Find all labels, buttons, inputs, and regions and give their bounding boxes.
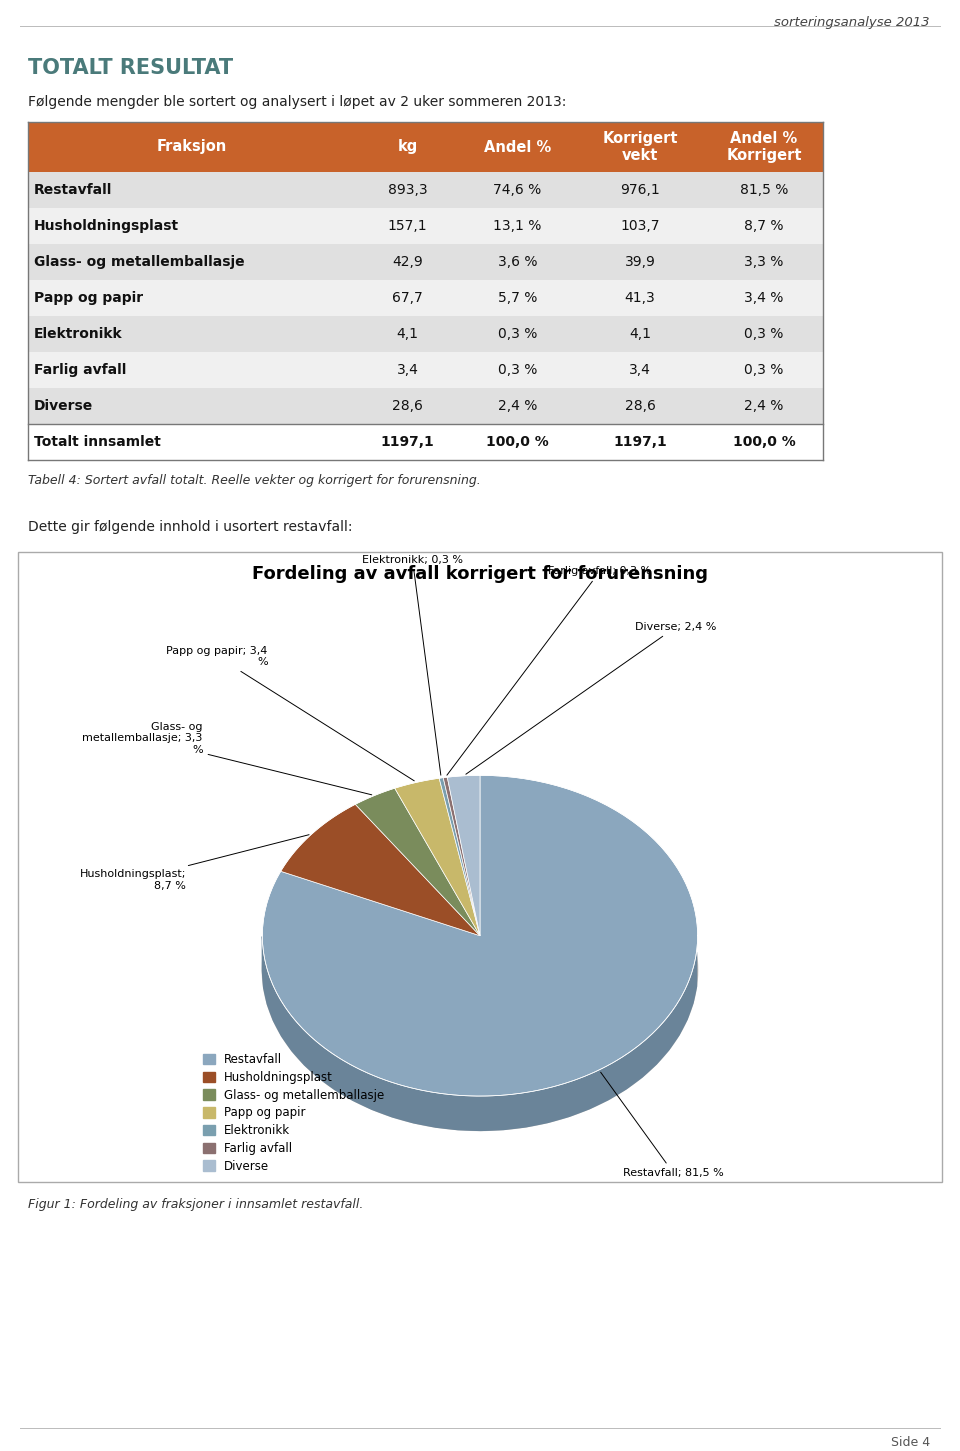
FancyBboxPatch shape bbox=[18, 551, 942, 1183]
Polygon shape bbox=[447, 775, 480, 936]
Text: sorteringsanalyse 2013: sorteringsanalyse 2013 bbox=[775, 16, 930, 29]
Text: 67,7: 67,7 bbox=[392, 292, 422, 305]
Text: 13,1 %: 13,1 % bbox=[493, 219, 541, 234]
FancyBboxPatch shape bbox=[28, 244, 823, 280]
Text: 893,3: 893,3 bbox=[388, 183, 427, 197]
Text: 28,6: 28,6 bbox=[625, 399, 656, 414]
Text: Totalt innsamlet: Totalt innsamlet bbox=[34, 435, 161, 448]
Text: 3,6 %: 3,6 % bbox=[497, 255, 538, 268]
Polygon shape bbox=[262, 775, 698, 1096]
Text: Diverse; 2,4 %: Diverse; 2,4 % bbox=[466, 622, 717, 775]
Polygon shape bbox=[439, 778, 480, 936]
Polygon shape bbox=[280, 804, 480, 936]
Polygon shape bbox=[444, 778, 480, 936]
Text: 0,3 %: 0,3 % bbox=[744, 326, 783, 341]
Text: Glass- og
metallemballasje; 3,3
%: Glass- og metallemballasje; 3,3 % bbox=[83, 721, 372, 795]
FancyBboxPatch shape bbox=[28, 122, 823, 173]
Text: 2,4 %: 2,4 % bbox=[498, 399, 538, 414]
Text: 4,1: 4,1 bbox=[629, 326, 651, 341]
Text: 41,3: 41,3 bbox=[625, 292, 656, 305]
Text: 1197,1: 1197,1 bbox=[613, 435, 667, 448]
Text: Restavfall; 81,5 %: Restavfall; 81,5 % bbox=[601, 1072, 724, 1178]
FancyBboxPatch shape bbox=[28, 424, 823, 460]
Text: Fraksjon: Fraksjon bbox=[156, 139, 227, 154]
Text: 39,9: 39,9 bbox=[625, 255, 656, 268]
Text: 1197,1: 1197,1 bbox=[380, 435, 434, 448]
Text: 103,7: 103,7 bbox=[620, 219, 660, 234]
Text: 81,5 %: 81,5 % bbox=[740, 183, 788, 197]
Text: Elektronikk; 0,3 %: Elektronikk; 0,3 % bbox=[362, 556, 463, 775]
Text: Diverse: Diverse bbox=[34, 399, 93, 414]
Text: Husholdningsplast;
8,7 %: Husholdningsplast; 8,7 % bbox=[80, 834, 309, 891]
Text: Korrigert
vekt: Korrigert vekt bbox=[602, 131, 678, 163]
Text: Andel %
Korrigert: Andel % Korrigert bbox=[727, 131, 802, 163]
Text: 100,0 %: 100,0 % bbox=[486, 435, 549, 448]
Text: Farlig avfall: Farlig avfall bbox=[34, 363, 127, 377]
Text: Restavfall: Restavfall bbox=[34, 183, 112, 197]
Text: 3,4: 3,4 bbox=[396, 363, 419, 377]
Text: 100,0 %: 100,0 % bbox=[732, 435, 796, 448]
Text: Tabell 4: Sortert avfall totalt. Reelle vekter og korrigert for forurensning.: Tabell 4: Sortert avfall totalt. Reelle … bbox=[28, 474, 481, 488]
Text: Glass- og metallemballasje: Glass- og metallemballasje bbox=[34, 255, 245, 268]
Text: 74,6 %: 74,6 % bbox=[493, 183, 541, 197]
Text: 0,3 %: 0,3 % bbox=[744, 363, 783, 377]
Text: 0,3 %: 0,3 % bbox=[498, 326, 538, 341]
Polygon shape bbox=[262, 810, 698, 1130]
Text: 2,4 %: 2,4 % bbox=[744, 399, 783, 414]
FancyBboxPatch shape bbox=[28, 353, 823, 387]
Text: Figur 1: Fordeling av fraksjoner i innsamlet restavfall.: Figur 1: Fordeling av fraksjoner i innsa… bbox=[28, 1199, 364, 1212]
Text: 3,4 %: 3,4 % bbox=[744, 292, 783, 305]
FancyBboxPatch shape bbox=[28, 207, 823, 244]
Text: 42,9: 42,9 bbox=[392, 255, 422, 268]
Text: 157,1: 157,1 bbox=[388, 219, 427, 234]
Text: 0,3 %: 0,3 % bbox=[498, 363, 538, 377]
Text: Dette gir følgende innhold i usortert restavfall:: Dette gir følgende innhold i usortert re… bbox=[28, 519, 352, 534]
Text: 4,1: 4,1 bbox=[396, 326, 419, 341]
Text: Papp og papir; 3,4
%: Papp og papir; 3,4 % bbox=[166, 646, 415, 781]
Text: Side 4: Side 4 bbox=[891, 1436, 930, 1450]
Text: 28,6: 28,6 bbox=[392, 399, 423, 414]
Text: 3,4: 3,4 bbox=[629, 363, 651, 377]
FancyBboxPatch shape bbox=[28, 316, 823, 353]
Text: Andel %: Andel % bbox=[484, 139, 551, 154]
Text: Elektronikk: Elektronikk bbox=[34, 326, 123, 341]
Text: Fordeling av avfall korrigert for forurensning: Fordeling av avfall korrigert for forure… bbox=[252, 564, 708, 583]
Polygon shape bbox=[355, 788, 480, 936]
Text: kg: kg bbox=[397, 139, 418, 154]
Text: Husholdningsplast: Husholdningsplast bbox=[34, 219, 180, 234]
Text: TOTALT RESULTAT: TOTALT RESULTAT bbox=[28, 58, 233, 78]
Text: Følgende mengder ble sortert og analysert i løpet av 2 uker sommeren 2013:: Følgende mengder ble sortert og analyser… bbox=[28, 94, 566, 109]
FancyBboxPatch shape bbox=[28, 387, 823, 424]
Text: 8,7 %: 8,7 % bbox=[744, 219, 783, 234]
FancyBboxPatch shape bbox=[28, 173, 823, 207]
FancyBboxPatch shape bbox=[28, 280, 823, 316]
Text: Papp og papir: Papp og papir bbox=[34, 292, 143, 305]
Polygon shape bbox=[262, 936, 697, 1130]
Text: 3,3 %: 3,3 % bbox=[744, 255, 783, 268]
Legend: Restavfall, Husholdningsplast, Glass- og metallemballasje, Papp og papir, Elektr: Restavfall, Husholdningsplast, Glass- og… bbox=[200, 1049, 388, 1177]
Text: 5,7 %: 5,7 % bbox=[498, 292, 538, 305]
Text: 976,1: 976,1 bbox=[620, 183, 660, 197]
Polygon shape bbox=[395, 778, 480, 936]
Text: Farlig avfall; 0,3 %: Farlig avfall; 0,3 % bbox=[447, 566, 652, 775]
